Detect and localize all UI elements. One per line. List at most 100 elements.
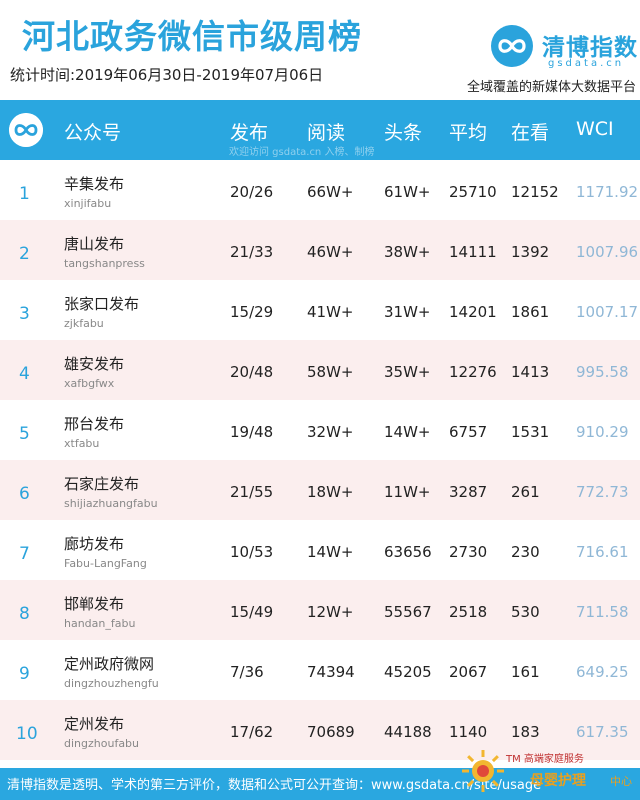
account-name: 廊坊发布 — [64, 535, 125, 553]
average-reads: 14111 — [449, 243, 497, 261]
published-count: 19/48 — [230, 423, 274, 441]
table-row: 7 廊坊发布 Fabu-LangFang 10/53 14W+ 63656 27… — [0, 520, 640, 580]
footer-disclaimer: 清博指数是透明、学术的第三方评价，数据和公式可公开查询：www.gsdata.c… — [7, 778, 542, 793]
average-reads: 3287 — [449, 483, 488, 501]
published-count: 17/62 — [230, 723, 274, 741]
published-count: 15/49 — [230, 603, 274, 621]
headline-reads: 63656 — [384, 543, 432, 561]
headline-reads: 31W+ — [384, 303, 431, 321]
column-header-published: 发布 — [230, 122, 269, 144]
reads-count: 14W+ — [307, 543, 354, 561]
reads-count: 70689 — [307, 723, 355, 741]
watching-count: 183 — [511, 723, 540, 741]
account-name: 定州政府微网 — [64, 655, 155, 673]
account-name: 雄安发布 — [64, 355, 125, 373]
wci-score: 711.58 — [576, 603, 629, 621]
average-reads: 2067 — [449, 663, 488, 681]
reads-count: 58W+ — [307, 363, 354, 381]
account-name: 辛集发布 — [64, 175, 125, 193]
infinity-logo-icon — [491, 25, 533, 67]
table-row: 6 石家庄发布 shijiazhuangfabu 21/55 18W+ 11W+… — [0, 460, 640, 520]
published-count: 21/55 — [230, 483, 274, 501]
account-id: dingzhouzhengfu — [64, 677, 159, 690]
reads-count: 18W+ — [307, 483, 354, 501]
wci-score: 910.29 — [576, 423, 629, 441]
page-footer: 清博指数是透明、学术的第三方评价，数据和公式可公开查询：www.gsdata.c… — [0, 768, 640, 800]
account-name: 邢台发布 — [64, 415, 125, 433]
rank-number: 7 — [19, 544, 30, 564]
table-header: 公众号 发布 阅读 头条 平均 在看 WCI 欢迎访问 gsdata.cn 入榜… — [0, 100, 640, 160]
published-count: 20/26 — [230, 183, 274, 201]
column-header-reads: 阅读 — [307, 122, 346, 144]
account-id: tangshanpress — [64, 257, 145, 270]
headline-reads: 11W+ — [384, 483, 431, 501]
column-header-watching: 在看 — [511, 122, 550, 144]
column-header-wci: WCI — [576, 118, 614, 140]
table-row: 5 邢台发布 xtfabu 19/48 32W+ 14W+ 6757 1531 … — [0, 400, 640, 460]
average-reads: 6757 — [449, 423, 488, 441]
account-id: xtfabu — [64, 437, 100, 450]
headline-reads: 35W+ — [384, 363, 431, 381]
account-id: handan_fabu — [64, 617, 136, 630]
watching-count: 530 — [511, 603, 540, 621]
column-header-account: 公众号 — [64, 122, 122, 144]
watermark-text: 欢迎访问 gsdata.cn 入榜、制榜 — [229, 147, 375, 158]
average-reads: 1140 — [449, 723, 488, 741]
table-row: 1 辛集发布 xinjifabu 20/26 66W+ 61W+ 25710 1… — [0, 160, 640, 220]
watching-count: 1392 — [511, 243, 550, 261]
wci-score: 716.61 — [576, 543, 629, 561]
table-row: 4 雄安发布 xafbgfwx 20/48 58W+ 35W+ 12276 14… — [0, 340, 640, 400]
account-name: 定州发布 — [64, 715, 125, 733]
account-id: Fabu-LangFang — [64, 557, 147, 570]
watching-count: 1531 — [511, 423, 550, 441]
reads-count: 41W+ — [307, 303, 354, 321]
wci-score: 617.35 — [576, 723, 629, 741]
published-count: 15/29 — [230, 303, 274, 321]
column-header-headline: 头条 — [384, 122, 423, 144]
brand-block: 清博指数 gsdata.cn — [490, 24, 640, 74]
headline-reads: 44188 — [384, 723, 432, 741]
table-row: 2 唐山发布 tangshanpress 21/33 46W+ 38W+ 141… — [0, 220, 640, 280]
table-row: 3 张家口发布 zjkfabu 15/29 41W+ 31W+ 14201 18… — [0, 280, 640, 340]
account-id: xafbgfwx — [64, 377, 115, 390]
wci-score: 772.73 — [576, 483, 629, 501]
reads-count: 32W+ — [307, 423, 354, 441]
rank-number: 10 — [16, 724, 38, 744]
account-name: 石家庄发布 — [64, 475, 140, 493]
brand-name: 清博指数 — [542, 35, 638, 61]
brand-slogan: 全域覆盖的新媒体大数据平台 — [466, 80, 636, 95]
table-row: 8 邯郸发布 handan_fabu 15/49 12W+ 55567 2518… — [0, 580, 640, 640]
rank-number: 8 — [19, 604, 30, 624]
watching-count: 161 — [511, 663, 540, 681]
published-count: 20/48 — [230, 363, 274, 381]
watching-count: 230 — [511, 543, 540, 561]
account-id: zjkfabu — [64, 317, 104, 330]
rank-number: 2 — [19, 244, 30, 264]
headline-reads: 55567 — [384, 603, 432, 621]
page-title: 河北政务微信市级周榜 — [22, 17, 362, 56]
average-reads: 12276 — [449, 363, 497, 381]
headline-reads: 61W+ — [384, 183, 431, 201]
published-count: 21/33 — [230, 243, 274, 261]
promo-badge: TM 高端家庭服务 母婴护理 中心 — [460, 748, 640, 800]
badge-title: 母婴护理 — [530, 773, 586, 789]
average-reads: 2518 — [449, 603, 488, 621]
rank-number: 3 — [19, 304, 30, 324]
statistics-period: 统计时间:2019年06月30日-2019年07月06日 — [10, 66, 324, 84]
average-reads: 2730 — [449, 543, 488, 561]
sun-badge-icon — [462, 750, 504, 792]
account-id: xinjifabu — [64, 197, 112, 210]
wci-score: 1171.92 — [576, 183, 639, 201]
average-reads: 25710 — [449, 183, 497, 201]
account-id: shijiazhuangfabu — [64, 497, 158, 510]
rank-number: 6 — [19, 484, 30, 504]
infinity-logo-icon — [9, 113, 43, 147]
rank-number: 4 — [19, 364, 30, 384]
wci-score: 649.25 — [576, 663, 629, 681]
account-name: 邯郸发布 — [64, 595, 125, 613]
badge-subtitle: 中心 — [610, 775, 632, 788]
account-id: dingzhoufabu — [64, 737, 140, 750]
table-row: 10 定州发布 dingzhoufabu 17/62 70689 44188 1… — [0, 700, 640, 760]
badge-tagline: TM 高端家庭服务 — [506, 754, 584, 765]
watching-count: 1413 — [511, 363, 550, 381]
